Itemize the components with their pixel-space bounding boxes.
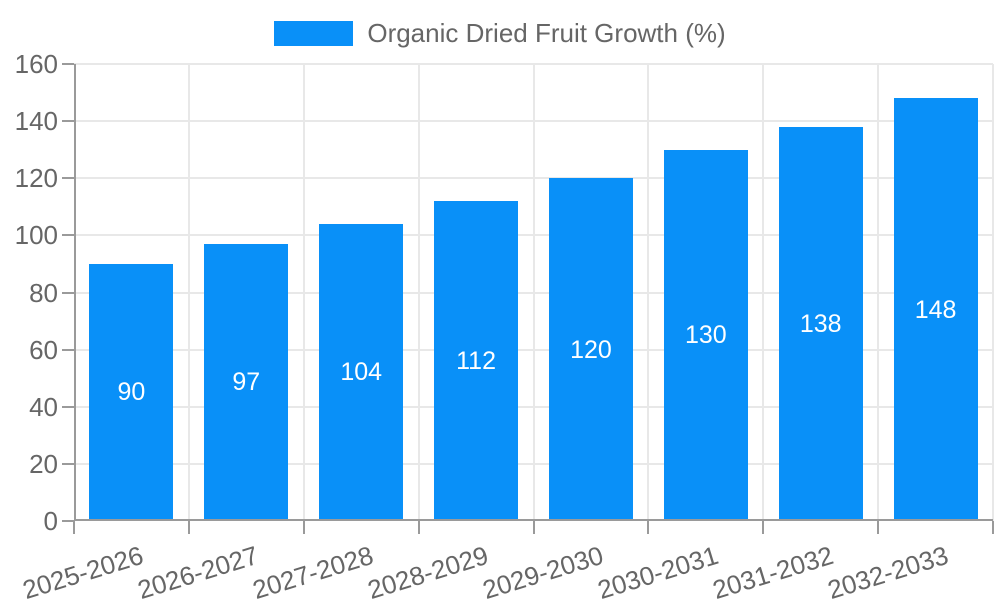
y-axis-tick [62, 177, 74, 180]
gridline-vertical [992, 64, 994, 521]
x-axis-category-label: 2031-2032 [708, 540, 837, 600]
gridline-vertical [762, 64, 765, 521]
x-axis-tick [417, 521, 420, 534]
x-axis-tick [302, 521, 305, 534]
y-axis-tick [62, 405, 74, 408]
x-axis-tick [762, 521, 765, 534]
gridline-vertical [302, 64, 305, 521]
bar-value-label: 90 [117, 378, 146, 407]
bar-2027-2028: 104 [319, 223, 404, 521]
x-axis-tick [532, 521, 535, 534]
y-axis-tick [62, 291, 74, 294]
bar-2029-2030: 120 [548, 178, 633, 521]
bar-2030-2031: 130 [663, 149, 748, 521]
bar-2032-2033: 148 [893, 98, 978, 521]
y-axis-tick [62, 234, 74, 237]
bar-value-label: 112 [456, 347, 496, 376]
y-axis-tick-label: 20 [29, 448, 58, 479]
bar-2025-2026: 90 [89, 263, 174, 521]
x-axis-category-label: 2028-2029 [364, 540, 492, 600]
x-axis-category-label: 2032-2033 [823, 540, 952, 600]
x-axis-tick [73, 521, 75, 534]
bar-2026-2027: 97 [204, 243, 289, 521]
gridline-vertical [877, 64, 880, 521]
bar-value-label: 130 [684, 321, 727, 350]
y-axis-line [74, 64, 76, 521]
bar-value-label: 148 [914, 295, 957, 324]
y-axis-tick-label: 140 [14, 106, 58, 137]
x-axis-line [74, 519, 993, 521]
y-axis-tick-label: 40 [29, 391, 58, 422]
y-axis-tick [62, 63, 74, 65]
bar-value-label: 138 [799, 309, 842, 338]
y-axis-tick-label: 80 [29, 277, 58, 308]
bar-value-label: 120 [570, 335, 612, 364]
y-axis-tick-label: 160 [14, 49, 58, 79]
gridline-vertical [417, 64, 420, 521]
legend-label: Organic Dried Fruit Growth (%) [367, 18, 726, 48]
x-axis-category-label: 2030-2031 [593, 540, 722, 600]
y-axis-tick [62, 520, 74, 522]
x-axis-tick [877, 521, 880, 534]
y-axis-tick-label: 0 [43, 506, 58, 536]
bar-2031-2032: 138 [778, 126, 863, 521]
gridline-vertical [187, 64, 190, 521]
x-axis-category-label: 2026-2027 [134, 540, 263, 600]
bar-value-label: 104 [340, 358, 383, 387]
gridline-vertical [647, 64, 650, 521]
y-axis-tick-label: 100 [14, 220, 58, 251]
y-axis-tick [62, 348, 74, 351]
y-axis-tick [62, 462, 74, 465]
x-axis-tick [647, 521, 650, 534]
x-axis-category-label: 2025-2026 [19, 540, 148, 600]
y-axis-tick [62, 120, 74, 123]
bar-2028-2029: 112 [434, 201, 519, 521]
plot-area: 90 97 104 112 120 130 138 148 [62, 63, 994, 534]
x-axis-category-label: 2029-2030 [479, 540, 607, 600]
legend-swatch [274, 20, 354, 46]
legend-item[interactable]: Organic Dried Fruit Growth (%) [0, 18, 1000, 48]
bar-value-label: 97 [232, 368, 261, 397]
x-axis-tick [992, 521, 994, 534]
gridline-vertical [532, 64, 535, 521]
y-axis-tick-label: 60 [29, 334, 58, 365]
y-axis-tick-label: 120 [14, 163, 58, 194]
x-axis-category-label: 2027-2028 [249, 540, 377, 600]
x-axis-tick [187, 521, 190, 534]
